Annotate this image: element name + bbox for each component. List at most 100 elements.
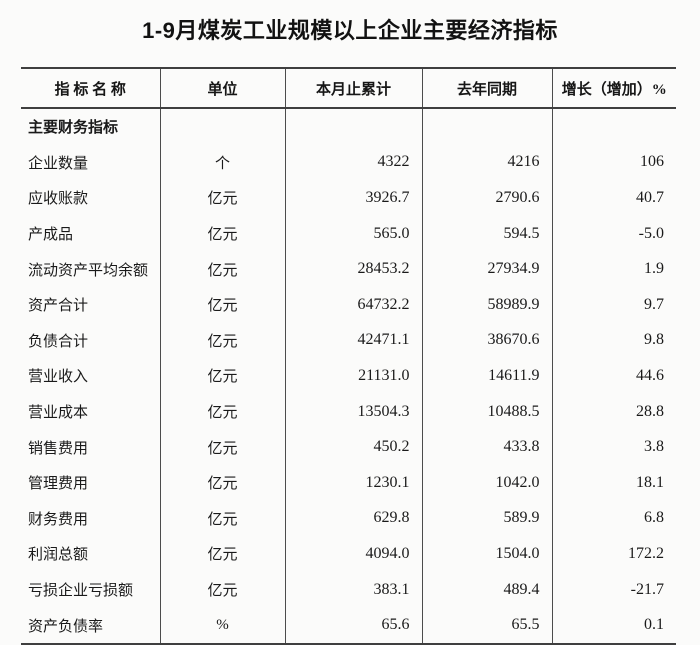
cell-current: 28453.2 [284,251,422,287]
indicators-table: 指 标 名 称 单位 本月止累计 去年同期 增长（增加）% 主要财务指标 企业数量… [21,67,676,645]
cell-last-year: 594.5 [421,215,552,252]
cell-last-year: 489.4 [421,571,552,608]
cell-indicator: 财务费用 [28,511,89,528]
cell-current: 21131.0 [284,358,422,394]
cell-unit: % [159,607,285,644]
cell-indicator: 产成品 [28,227,74,244]
table-row: 营业成本 亿元 13504.3 10488.5 28.8 [21,393,676,430]
cell-growth: 9.8 [551,322,676,359]
cell-current: 65.6 [284,607,422,644]
section-header-row: 主要财务指标 [21,108,676,145]
cell-growth: 40.7 [551,180,676,216]
cell-last-year: 65.5 [421,607,552,644]
cell-growth: 18.1 [551,464,676,501]
cell-current: 383.1 [284,571,422,608]
cell-unit [159,108,285,145]
cell-last-year: 433.8 [421,429,552,465]
cell-unit: 亿元 [159,180,285,216]
table-row: 亏损企业亏损额 亿元 383.1 489.4 -21.7 [21,571,676,608]
table-row: 管理费用 亿元 1230.1 1042.0 18.1 [21,464,676,501]
cell-unit: 亿元 [159,536,285,572]
cell-last-year: 27934.9 [421,251,552,287]
cell-unit: 亿元 [159,286,285,323]
table-body: 主要财务指标 企业数量个 4322 4216 106 应收账款 亿元 3926.7 2790.6… [21,108,676,644]
cell-unit: 亿元 [159,393,285,430]
cell-current: 64732.2 [284,286,422,323]
table-row: 企业数量 个 4322 4216 106 [21,144,676,181]
cell-current: 1230.1 [284,464,422,501]
cell-unit: 亿元 [159,500,285,537]
col-header-indicator: 指 标 名 称 [21,68,160,109]
cell-unit: 亿元 [159,358,285,394]
page-title: 1-9月煤炭工业规模以上企业主要经济指标 [142,18,558,43]
table-row: 产成品 亿元 565.0 594.5 -5.0 [21,215,676,252]
cell-current: 450.2 [284,429,422,465]
col-header-growth: 增长（增加）% [551,68,676,109]
cell-unit: 亿元 [159,322,285,359]
cell-indicator: 管理费用 [28,476,89,493]
table-row: 资产合计 亿元 64732.2 58989.9 9.7 [21,286,676,323]
cell-growth: -21.7 [551,571,676,608]
table-row: 流动资产平均余额 亿元 28453.2 27934.9 1.9 [21,251,676,287]
cell-current: 565.0 [284,215,422,252]
table-header: 指 标 名 称 单位 本月止累计 去年同期 增长（增加）% [21,68,676,109]
table-row: 销售费用 亿元 450.2 433.8 3.8 [21,429,676,465]
cell-current [284,108,422,145]
cell-indicator: 主要财务指标 [28,120,119,137]
cell-unit: 亿元 [159,251,285,287]
cell-unit: 亿元 [159,215,285,252]
cell-last-year: 58989.9 [421,286,552,323]
cell-current: 4094.0 [284,536,422,572]
table-row: 应收账款 亿元 3926.7 2790.6 40.7 [21,180,676,216]
cell-unit: 亿元 [159,464,285,501]
cell-current: 4322 [284,144,422,181]
header-row: 指 标 名 称 单位 本月止累计 去年同期 增长（增加）% [21,68,676,109]
cell-last-year: 4216 [421,144,552,181]
cell-last-year: 589.9 [421,500,552,537]
col-header-unit: 单位 [159,68,285,109]
cell-indicator: 营业成本 [28,405,89,422]
cell-last-year: 14611.9 [421,358,552,394]
cell-unit: 个 [159,144,285,181]
cell-indicator: 应收账款 [28,191,89,208]
cell-growth: 1.9 [551,251,676,287]
cell-growth: 9.7 [551,286,676,323]
col-header-last-year: 去年同期 [421,68,552,109]
table-row: 资产负债率% 65.6 65.5 0.1 [21,607,676,644]
cell-growth: 44.6 [551,358,676,394]
cell-indicator: 营业收入 [28,369,89,386]
cell-growth: -5.0 [551,215,676,252]
col-header-current: 本月止累计 [284,68,422,109]
table-row: 财务费用 亿元 629.8 589.9 6.8 [21,500,676,537]
cell-indicator: 资产负债率 [28,618,104,635]
cell-indicator: 负债合计 [28,333,89,350]
cell-last-year: 10488.5 [421,393,552,430]
cell-unit: 亿元 [159,571,285,608]
cell-indicator: 流动资产平均余额 [28,262,149,279]
cell-growth: 6.8 [551,500,676,537]
cell-growth: 3.8 [551,429,676,465]
cell-growth [551,108,676,145]
cell-current: 629.8 [284,500,422,537]
cell-last-year [421,108,552,145]
cell-growth: 172.2 [551,536,676,572]
cell-indicator: 销售费用 [28,440,89,457]
cell-unit: 亿元 [159,429,285,465]
cell-last-year: 38670.6 [421,322,552,359]
cell-indicator: 资产合计 [28,298,89,315]
cell-growth: 0.1 [551,607,676,644]
table-row: 负债合计 亿元 42471.1 38670.6 9.8 [21,322,676,359]
cell-last-year: 1504.0 [421,536,552,572]
cell-last-year: 1042.0 [421,464,552,501]
cell-growth: 106 [551,144,676,181]
cell-current: 13504.3 [284,393,422,430]
cell-growth: 28.8 [551,393,676,430]
cell-current: 42471.1 [284,322,422,359]
cell-current: 3926.7 [284,180,422,216]
table-row: 营业收入 亿元 21131.0 14611.9 44.6 [21,358,676,394]
cell-indicator: 亏损企业亏损额 [28,583,134,600]
cell-indicator: 利润总额 [28,547,89,564]
table-row: 利润总额 亿元 4094.0 1504.0 172.2 [21,536,676,572]
cell-last-year: 2790.6 [421,180,552,216]
cell-indicator: 企业数量 [28,155,89,172]
